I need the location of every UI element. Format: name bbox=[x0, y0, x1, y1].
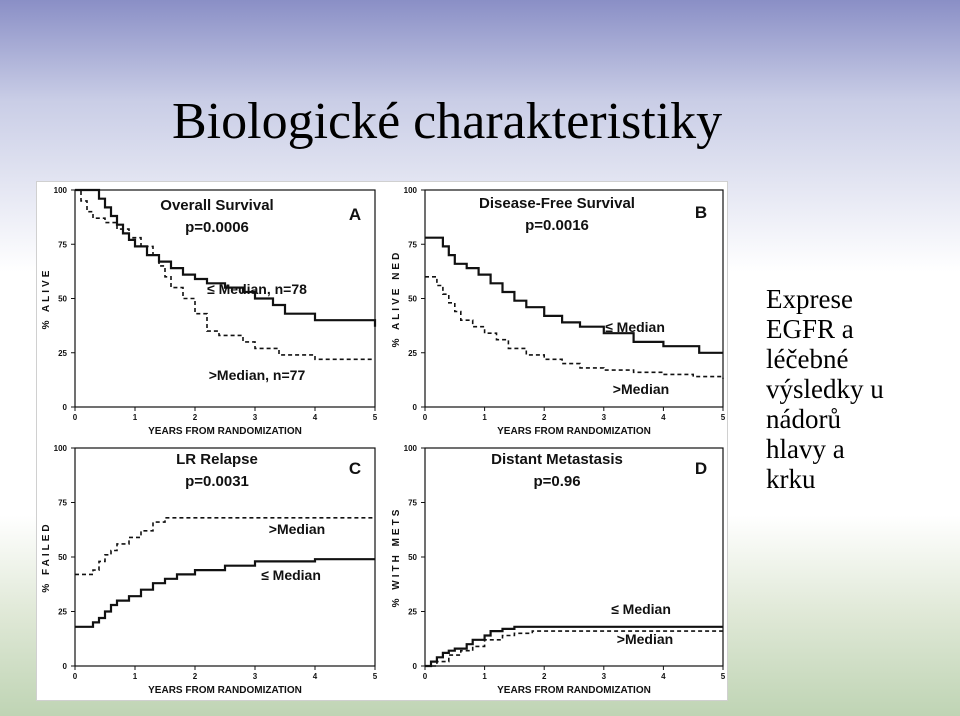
panel-letter: C bbox=[349, 459, 361, 478]
x-tick-label: 3 bbox=[253, 413, 258, 422]
y-axis-label: % FAILED bbox=[41, 521, 52, 592]
x-tick-label: 4 bbox=[661, 413, 666, 422]
x-tick-label: 4 bbox=[313, 672, 318, 681]
series-label: >Median bbox=[617, 631, 673, 647]
x-tick-label: 5 bbox=[373, 672, 378, 681]
x-tick-label: 1 bbox=[133, 672, 138, 681]
side-text-line: hlavy a bbox=[766, 434, 845, 464]
x-tick-label: 4 bbox=[661, 672, 666, 681]
x-axis-label: YEARS FROM RANDOMIZATION bbox=[497, 426, 651, 437]
y-tick-label: 25 bbox=[408, 608, 417, 617]
x-tick-label: 0 bbox=[73, 413, 78, 422]
x-axis-label: YEARS FROM RANDOMIZATION bbox=[497, 685, 651, 696]
x-tick-label: 1 bbox=[482, 672, 487, 681]
x-tick-label: 5 bbox=[721, 672, 726, 681]
y-tick-label: 75 bbox=[408, 499, 417, 508]
y-tick-label: 75 bbox=[58, 499, 67, 508]
series-line bbox=[75, 189, 375, 361]
side-text-line: výsledky u bbox=[766, 374, 884, 404]
series-label: ≤ Median, n=78 bbox=[207, 281, 307, 297]
x-tick-label: 2 bbox=[193, 413, 198, 422]
series-line bbox=[75, 517, 375, 576]
chart-title: Distant Metastasis bbox=[491, 451, 623, 468]
y-tick-label: 25 bbox=[58, 349, 67, 358]
x-tick-label: 4 bbox=[313, 413, 318, 422]
chart-subtitle: p=0.0006 bbox=[185, 219, 249, 236]
y-tick-label: 100 bbox=[404, 444, 418, 453]
y-tick-label: 100 bbox=[404, 186, 418, 195]
y-tick-label: 75 bbox=[58, 240, 67, 249]
x-axis-label: YEARS FROM RANDOMIZATION bbox=[148, 685, 302, 696]
chart-title: Overall Survival bbox=[160, 197, 273, 214]
km-figure: 0 25 50 75 100 0 1 2 3 4 5 YEARS FROM RANDOMIZATION… bbox=[36, 181, 728, 701]
series-label: ≤ Median bbox=[261, 567, 321, 583]
series-label: ≤ Median bbox=[605, 319, 665, 335]
chart-title: LR Relapse bbox=[176, 451, 258, 468]
y-tick-label: 50 bbox=[408, 295, 417, 304]
chart-subtitle: p=0.96 bbox=[533, 473, 580, 490]
chart-subtitle: p=0.0031 bbox=[185, 473, 249, 490]
x-tick-label: 1 bbox=[133, 413, 138, 422]
series-line bbox=[75, 558, 375, 628]
x-tick-label: 5 bbox=[721, 413, 726, 422]
x-tick-label: 2 bbox=[542, 672, 547, 681]
y-tick-label: 100 bbox=[54, 186, 68, 195]
series-label: ≤ Median bbox=[611, 601, 671, 617]
chart-subtitle: p=0.0016 bbox=[525, 217, 589, 234]
series-label: >Median bbox=[269, 521, 325, 537]
series-line bbox=[425, 236, 723, 354]
y-axis-label: % ALIVE bbox=[41, 268, 52, 330]
y-tick-label: 0 bbox=[63, 662, 68, 671]
y-tick-label: 100 bbox=[54, 444, 68, 453]
series-label: >Median bbox=[613, 381, 669, 397]
x-tick-label: 0 bbox=[73, 672, 78, 681]
y-tick-label: 0 bbox=[413, 403, 418, 412]
series-line bbox=[75, 188, 377, 327]
side-text-line: Exprese bbox=[766, 284, 853, 314]
series-line bbox=[425, 276, 724, 379]
y-tick-label: 0 bbox=[413, 662, 418, 671]
y-axis-label: % ALIVE NED bbox=[391, 250, 402, 348]
panel-letter: B bbox=[695, 203, 707, 222]
series-label: >Median, n=77 bbox=[209, 367, 306, 383]
side-text-line: nádorů bbox=[766, 404, 841, 434]
x-axis-label: YEARS FROM RANDOMIZATION bbox=[148, 426, 302, 437]
slide-title: Biologické charakteristiky bbox=[172, 93, 723, 150]
series-line bbox=[425, 630, 723, 667]
x-tick-label: 0 bbox=[423, 672, 428, 681]
x-tick-label: 5 bbox=[373, 413, 378, 422]
y-tick-label: 25 bbox=[408, 349, 417, 358]
chart-title: Disease-Free Survival bbox=[479, 195, 635, 212]
side-text-line: léčebné bbox=[766, 344, 849, 374]
x-tick-label: 3 bbox=[602, 672, 607, 681]
panel-letter: D bbox=[695, 459, 707, 478]
x-tick-label: 3 bbox=[253, 672, 258, 681]
panel-letter: A bbox=[349, 205, 361, 224]
x-tick-label: 1 bbox=[482, 413, 487, 422]
y-tick-label: 25 bbox=[58, 608, 67, 617]
y-tick-label: 50 bbox=[58, 553, 67, 562]
x-tick-label: 2 bbox=[542, 413, 547, 422]
side-text-line: EGFR a bbox=[766, 314, 854, 344]
y-tick-label: 0 bbox=[63, 403, 68, 412]
y-tick-label: 50 bbox=[58, 295, 67, 304]
y-axis-label: % WITH METS bbox=[391, 507, 402, 608]
x-tick-label: 3 bbox=[602, 413, 607, 422]
x-tick-label: 2 bbox=[193, 672, 198, 681]
y-tick-label: 75 bbox=[408, 240, 417, 249]
series-line bbox=[425, 625, 723, 668]
side-text-line: krku bbox=[766, 464, 816, 494]
x-tick-label: 0 bbox=[423, 413, 428, 422]
y-tick-label: 50 bbox=[408, 553, 417, 562]
side-text-block: Exprese EGFR a léčebné výsledky u nádorů… bbox=[766, 284, 951, 494]
